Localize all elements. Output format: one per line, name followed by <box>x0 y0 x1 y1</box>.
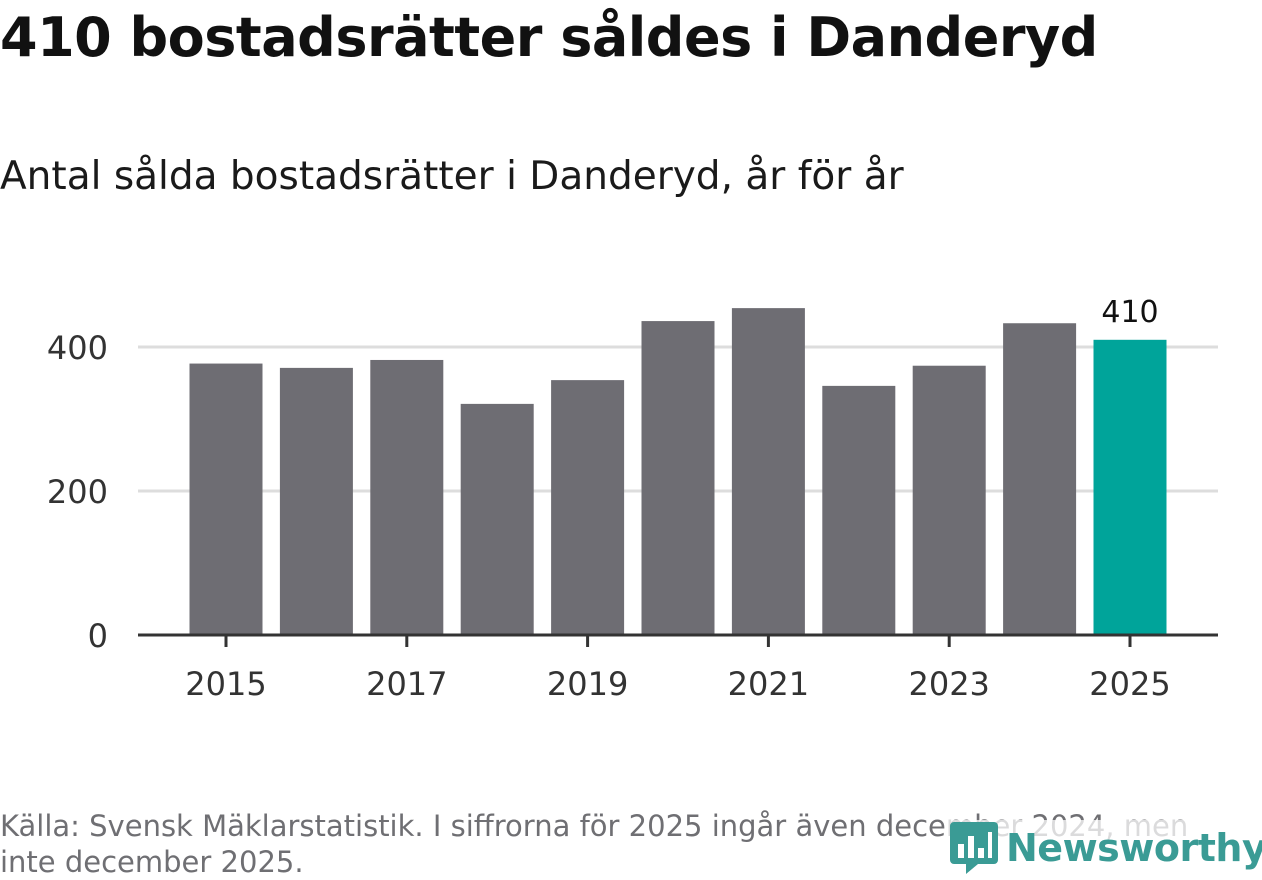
y-tick-label: 0 <box>88 617 108 655</box>
bar-2025 <box>1093 339 1167 635</box>
bar-2022 <box>822 385 896 635</box>
y-tick-label: 400 <box>47 329 108 367</box>
x-tick-label: 2021 <box>728 665 809 703</box>
bar-2017 <box>370 359 444 635</box>
newsworthy-logo: Newsworthy <box>948 820 1262 876</box>
axes: 0 200 400 2015 2017 2019 2021 2023 2025 <box>47 329 1218 703</box>
chart-icon <box>950 822 998 874</box>
bar-2020 <box>641 321 715 635</box>
data-labels: 410 <box>1101 295 1158 330</box>
bar-2023 <box>912 365 986 635</box>
bar-2015 <box>189 363 263 635</box>
bar-2019 <box>551 380 625 635</box>
data-label-2025: 410 <box>1101 295 1158 330</box>
bars <box>189 308 1167 635</box>
bar-chart: 410 0 200 400 2015 2017 2019 2021 2023 2025 <box>47 295 1218 703</box>
x-tick-label: 2023 <box>908 665 989 703</box>
bar-2021 <box>731 308 805 635</box>
y-tick-label: 200 <box>47 473 108 511</box>
chart-title: 410 bostadsrätter såldes i Danderyd <box>0 6 1098 69</box>
bar-2016 <box>279 367 353 635</box>
logo-text: Newsworthy <box>1006 826 1262 870</box>
bar-2018 <box>460 403 534 635</box>
x-tick-label: 2025 <box>1089 665 1170 703</box>
x-tick-label: 2015 <box>185 665 266 703</box>
x-tick-label: 2017 <box>366 665 447 703</box>
bar-2024 <box>1003 323 1077 635</box>
x-tick-label: 2019 <box>547 665 628 703</box>
chart-subtitle: Antal sålda bostadsrätter i Danderyd, år… <box>0 154 904 199</box>
